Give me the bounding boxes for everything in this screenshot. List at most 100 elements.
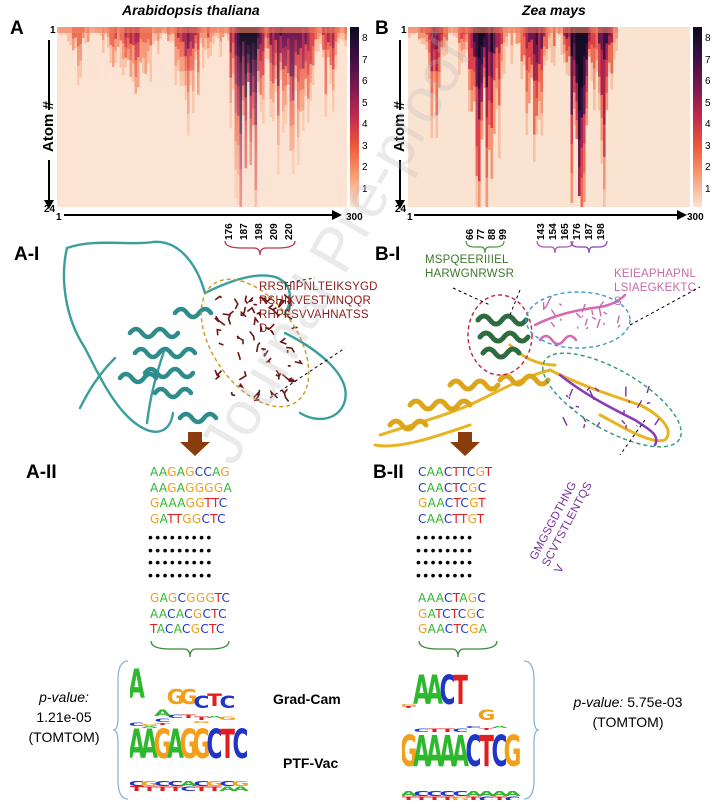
svg-text:C: C [440,789,456,797]
svg-text:T: T [453,668,468,714]
protein-structure-a [62,240,347,433]
sequence-row-a: GAGCGGGTC [150,591,231,605]
svg-text:G: G [232,779,250,787]
svg-text:A: A [452,727,469,777]
position-label-b: 77 [476,228,487,240]
peptide-a: RRSHIPNLTEIKSYGD RSHIKVESTMNQQR RHPFSVVA… [259,280,378,336]
svg-text:C: C [155,779,171,787]
pvalue-a: p-value: 1.21e-05 (TOMTOM) [24,687,104,747]
colorbar-tick: 8 [362,33,368,44]
svg-text:T: T [402,705,417,708]
svg-text:T: T [466,796,481,800]
svg-text:T: T [440,728,455,733]
svg-text:A: A [491,725,508,728]
peptide-a-line: D [259,323,268,335]
y-top-b: 1 [401,25,407,36]
brace-seq-b [418,640,498,658]
svg-text:G: G [478,708,496,724]
sequence-row-b: GAACTCGA [418,622,488,637]
svg-text:T: T [130,784,144,792]
colorbar-tick: 2 [705,162,711,173]
species-title-a: Arabidopsis thaliana [122,2,260,18]
position-label-b: 143 [536,223,547,240]
svg-text:A: A [491,789,508,797]
svg-text:C: C [453,789,469,797]
svg-text:C: C [505,796,521,800]
colorbar-a [350,27,359,207]
svg-text:C: C [168,714,184,719]
svg-text:A: A [413,727,430,777]
sequence-row-b: GAACTCGT [418,496,486,511]
colorbar-tick: 5 [362,97,368,109]
ellipsis-dots-b: •••••••• •••••••• •••••••• •••••••• [416,529,475,583]
svg-text:T: T [168,786,183,793]
svg-text:G: G [219,716,237,721]
svg-text:C: C [155,718,171,723]
svg-text:T: T [479,727,494,777]
x-axis-arrow-a [64,210,342,220]
svg-text:C: C [427,789,443,797]
panel-label-ai: A-I [14,244,40,265]
svg-text:C: C [440,668,456,714]
sequence-logo-b: GTACATCTTCCGTAGATACTACTACTACGCATTACCATGA… [402,668,522,800]
svg-text:A: A [439,727,456,777]
colorbar-tick: 6 [705,76,711,87]
svg-text:T: T [479,727,494,730]
svg-text:C: C [479,796,495,800]
svg-text:A: A [130,668,145,708]
svg-text:T: T [194,786,209,793]
position-label-b: 198 [596,223,607,240]
svg-text:A: A [130,721,145,768]
colorbar-tick: 3 [705,140,711,152]
svg-text:C: C [130,722,144,727]
svg-text:G: G [180,721,198,768]
x-left-b: 1 [407,212,413,223]
colorbar-tick: 5 [705,97,711,109]
svg-text:G: G [141,779,159,787]
y-axis-arrow-a [44,40,54,209]
sequence-row-b: CAACTCGC [418,480,487,495]
colorbar-tick: 6 [362,76,368,87]
svg-text:C: C [194,692,210,712]
position-label-b: 187 [584,223,595,240]
peptide-a-line: RRSHIPNLTEIKSYGD [259,281,378,293]
brace-seq-a [150,640,230,658]
svg-text:C: C [181,786,197,793]
brace-logo-a [112,660,129,800]
svg-text:C: C [130,779,144,787]
svg-text:T: T [414,796,429,800]
svg-text:A: A [141,721,158,768]
position-label-b: 99 [498,228,509,240]
svg-text:C: C [220,692,236,712]
colorbar-tick: 4 [705,119,711,130]
peptide-b-pink-line: LSIAEGKEKTC [614,282,697,294]
brace-a [224,240,296,256]
panel-label-a: A [10,18,24,39]
pvalue-a-label: p-value: [39,689,89,705]
position-label-b: 66 [465,228,476,240]
x-right-b: 300 [687,212,704,223]
sequence-row-b: CAACTTCGT [418,465,493,479]
svg-text:T: T [155,722,170,725]
position-label-b: 88 [487,228,498,240]
svg-text:T: T [155,786,170,793]
svg-text:G: G [180,686,198,709]
pvalue-b-row: p-value: 5.75e-03 [546,692,710,712]
svg-text:T: T [440,796,455,800]
peptide-b-green: MSPQEERIIIEL HARWGNRWSR [425,253,514,281]
heatmap-a-svg [57,27,347,207]
heatmap-b [408,27,690,207]
panel-label-b: B [375,18,389,39]
svg-text:A: A [402,789,418,797]
sequence-row-b: GATCTCGC [418,606,485,621]
pvalue-a-tool: (TOMTOM) [28,729,100,745]
svg-text:T: T [207,690,223,710]
panel-label-bii: B-II [373,462,404,483]
sequence-row-a: AACACGCTC [150,606,227,621]
svg-text:G: G [141,723,159,726]
svg-text:C: C [453,728,469,733]
pvalue-b-tool: (TOMTOM) [592,714,664,730]
svg-text:G: G [193,721,211,768]
svg-text:A: A [465,789,482,797]
svg-text:G: G [504,727,522,777]
